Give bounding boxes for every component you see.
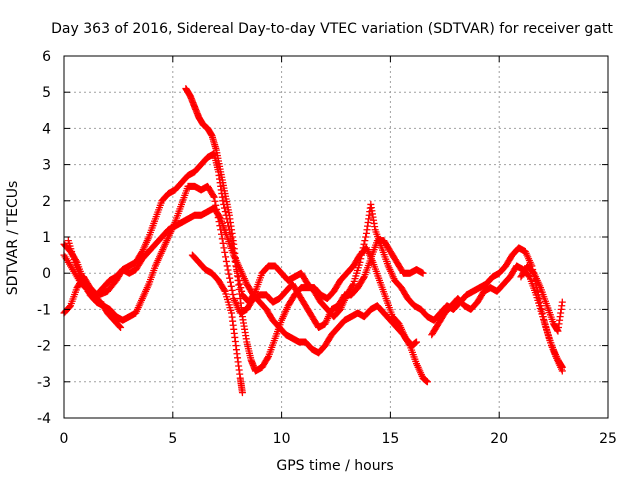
y-tick-label: 4 bbox=[42, 121, 51, 137]
data-marks bbox=[60, 85, 566, 397]
data-point bbox=[220, 204, 228, 212]
data-point bbox=[226, 274, 234, 282]
data-point bbox=[413, 338, 421, 346]
y-axis-label: SDTVAR / TECUs bbox=[5, 181, 21, 296]
data-point bbox=[423, 378, 431, 386]
data-point bbox=[227, 282, 235, 290]
y-tick-label: 0 bbox=[42, 266, 51, 282]
data-point bbox=[558, 367, 566, 375]
data-point bbox=[220, 244, 228, 252]
series-track-6 bbox=[188, 251, 246, 397]
data-point bbox=[362, 233, 370, 241]
y-tick-label: 5 bbox=[42, 85, 51, 101]
data-point bbox=[211, 197, 219, 205]
data-point bbox=[238, 389, 246, 397]
series-track-4 bbox=[64, 237, 125, 331]
data-point bbox=[419, 269, 427, 277]
series-track-7 bbox=[428, 262, 566, 375]
data-point bbox=[361, 237, 369, 245]
series-track-5 bbox=[182, 85, 421, 375]
x-tick-label: 25 bbox=[599, 431, 617, 447]
x-tick-label: 10 bbox=[273, 431, 291, 447]
data-point bbox=[229, 290, 237, 298]
data-point bbox=[226, 278, 234, 286]
data-point bbox=[359, 274, 367, 282]
series-track-1 bbox=[60, 150, 566, 371]
axis-ticks bbox=[63, 55, 609, 419]
x-tick-label: 15 bbox=[381, 431, 399, 447]
y-tick-label: 1 bbox=[42, 230, 51, 246]
y-tick-label: 6 bbox=[42, 49, 51, 65]
x-tick-label: 0 bbox=[60, 431, 69, 447]
y-tick-label: -1 bbox=[37, 302, 51, 318]
data-point bbox=[222, 257, 230, 265]
data-point bbox=[228, 286, 236, 294]
x-tick-label: 20 bbox=[490, 431, 508, 447]
data-point bbox=[225, 270, 233, 278]
data-point bbox=[209, 192, 217, 200]
data-point bbox=[223, 262, 231, 270]
data-point bbox=[525, 272, 533, 280]
data-point bbox=[224, 266, 232, 274]
y-tick-label: -2 bbox=[37, 339, 51, 355]
x-tick-labels: 0 5 10 15 20 25 bbox=[60, 431, 617, 447]
x-axis-label: GPS time / hours bbox=[276, 458, 393, 474]
y-tick-label: 2 bbox=[42, 194, 51, 210]
series-track-8 bbox=[517, 262, 566, 335]
data-point bbox=[216, 214, 224, 222]
data-point bbox=[117, 324, 125, 331]
y-tick-labels: -4 -3 -2 -1 0 1 2 3 4 5 6 bbox=[37, 49, 51, 427]
data-point bbox=[222, 253, 230, 261]
y-tick-label: -4 bbox=[37, 411, 51, 427]
y-tick-label: -3 bbox=[37, 375, 51, 391]
y-tick-label: 3 bbox=[42, 158, 51, 174]
data-point bbox=[210, 193, 218, 201]
data-point bbox=[220, 286, 228, 294]
data-point bbox=[236, 280, 244, 288]
data-point bbox=[264, 354, 272, 362]
data-point bbox=[360, 240, 368, 248]
chart-title: Day 363 of 2016, Sidereal Day-to-day VTE… bbox=[51, 21, 613, 37]
data-point bbox=[221, 248, 229, 256]
data-point bbox=[219, 239, 227, 247]
data-point bbox=[349, 281, 357, 289]
data-point bbox=[116, 323, 124, 331]
data-point bbox=[558, 298, 566, 306]
x-tick-label: 5 bbox=[168, 431, 177, 447]
